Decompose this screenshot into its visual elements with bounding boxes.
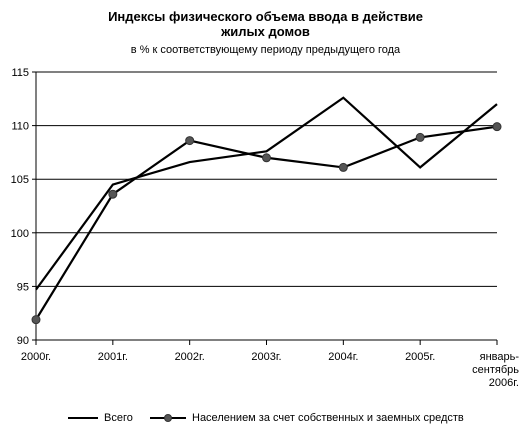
- legend-item-total: Всего: [68, 412, 133, 424]
- y-tick-label-5: 115: [11, 67, 29, 79]
- series-1-point-3: [262, 153, 271, 163]
- x-tick-label-4-line-0: 2004г.: [328, 351, 358, 363]
- x-tick-label-5-line-0: 2005г.: [405, 351, 435, 363]
- x-tick-label-3-line-0: 2003г.: [251, 351, 281, 363]
- series-1-point-4: [338, 162, 348, 172]
- legend-swatch-population: [150, 414, 186, 422]
- chart-title: Индексы физического объема ввода в дейст…: [0, 9, 531, 39]
- series-1-point-6: [492, 122, 502, 132]
- x-tick-label-2: 2002г.: [175, 351, 205, 363]
- x-tick-label-3: 2003г.: [251, 351, 281, 363]
- x-tick-label-2-line-0: 2002г.: [175, 351, 205, 363]
- x-tick-label-6-line-1: сентябрь: [472, 364, 519, 376]
- series-1-point-5: [415, 132, 425, 142]
- legend-label-total: Всего: [104, 412, 133, 424]
- x-tick-label-0: 2000г.: [21, 351, 51, 363]
- series-1-point-0: [31, 315, 41, 325]
- y-tick-label-3: 105: [11, 174, 29, 186]
- series-line-0: [35, 96, 498, 291]
- x-tick-label-6: январь-сентябрь 2006г.: [472, 351, 519, 389]
- x-tick-label-1: 2001г.: [98, 351, 128, 363]
- series-1-point-2: [185, 136, 195, 146]
- legend-swatch-total: [68, 417, 98, 419]
- chart-title-line-1: Индексы физического объема ввода в дейст…: [108, 9, 423, 24]
- legend-item-population: Населением за счет собственных и заемных…: [150, 412, 464, 424]
- x-tick-label-6-line-2: 2006г.: [489, 377, 519, 389]
- y-tick-label-4: 110: [11, 121, 29, 133]
- chart-subtitle: в % к соответствующему периоду предыдуще…: [130, 44, 401, 56]
- chart-title-line-2: жилых домов: [221, 24, 310, 39]
- x-tick-label-1-line-0: 2001г.: [98, 351, 128, 363]
- y-tick-label-1: 95: [17, 281, 29, 293]
- x-tick-label-0-line-0: 2000г.: [21, 351, 51, 363]
- x-tick-label-4: 2004г.: [328, 351, 358, 363]
- legend-label-population: Населением за счет собственных и заемных…: [192, 412, 464, 424]
- x-tick-label-6-line-0: январь-: [480, 351, 520, 363]
- y-tick-label-0: 90: [17, 335, 29, 347]
- x-tick-label-5: 2005г.: [405, 351, 435, 363]
- series-1-point-1: [108, 189, 118, 199]
- y-tick-label-2: 100: [11, 228, 29, 240]
